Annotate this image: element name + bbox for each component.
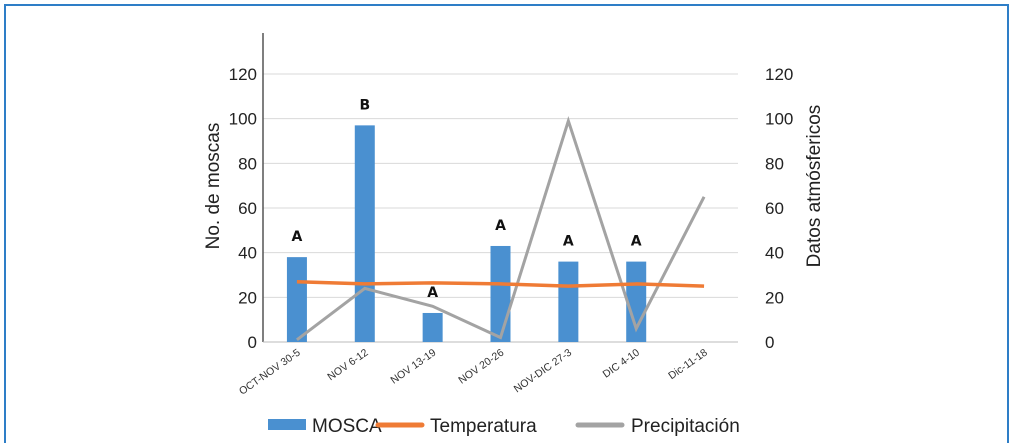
- x-tick-label: NOV-DIC 27-3: [512, 347, 574, 396]
- y2-axis-title: Datos atmósfericos: [804, 105, 825, 268]
- bar-data-label: B: [359, 97, 370, 113]
- bar: [354, 125, 375, 342]
- line-series: [296, 115, 706, 341]
- y2-tick-label: 0: [765, 333, 774, 352]
- legend-label: Temperatura: [430, 416, 537, 437]
- legend-label: MOSCA: [312, 416, 382, 437]
- legend-label: Precipitación: [631, 416, 740, 437]
- y-tick-label: 100: [229, 110, 257, 129]
- bar: [490, 245, 511, 342]
- y-tick-label: 40: [238, 244, 257, 263]
- y2-tick-label: 100: [765, 110, 793, 129]
- line-precipitacin: [296, 115, 706, 341]
- y2-tick-label: 20: [765, 288, 784, 307]
- legend: MOSCA Temperatura Precipitación: [268, 416, 740, 437]
- x-tick-label: OCT-NOV 30-5: [237, 347, 303, 398]
- bar-data-label: A: [563, 234, 574, 250]
- x-tick-labels: OCT-NOV 30-5 NOV 6-12 NOV 13-19 NOV 20-26 NO…: [237, 347, 710, 398]
- bar: [286, 257, 307, 342]
- y2-tick-label: 40: [765, 244, 784, 263]
- x-tick-label: NOV 20-26: [456, 347, 506, 387]
- bar-data-label: A: [427, 285, 438, 301]
- y2-tick-label: 60: [765, 199, 784, 218]
- y2-tick-label: 120: [765, 65, 793, 84]
- y2-tick-labels: 0 20 40 60 80 100 120: [765, 65, 793, 352]
- y-tick-label: 120: [229, 65, 257, 84]
- legend-swatch: [268, 419, 306, 430]
- y-tick-labels: 0 20 40 60 80 100 120: [229, 65, 257, 352]
- x-tick-label: NOV 13-19: [388, 347, 438, 387]
- bar-data-label: A: [495, 218, 506, 234]
- bar: [422, 312, 443, 342]
- bar-data-label: A: [292, 229, 303, 245]
- bar: [558, 261, 579, 342]
- line-temperatura: [296, 279, 705, 288]
- y-tick-label: 60: [238, 199, 257, 218]
- y-tick-label: 80: [238, 154, 257, 173]
- x-tick-label: NOV 6-12: [325, 347, 370, 384]
- bar-data-label: A: [631, 234, 642, 250]
- x-tick-label: Dic-11-18: [666, 347, 710, 383]
- chart-frame: [4, 4, 1009, 443]
- bar-labels: A B A A A A: [292, 97, 642, 301]
- y-tick-label: 0: [248, 333, 257, 352]
- y-axis-title: No. de moscas: [203, 123, 224, 250]
- y2-tick-label: 80: [765, 154, 784, 173]
- y-tick-label: 20: [238, 288, 257, 307]
- x-tick-label: DIC 4-10: [601, 347, 642, 381]
- bar-series: [286, 125, 647, 342]
